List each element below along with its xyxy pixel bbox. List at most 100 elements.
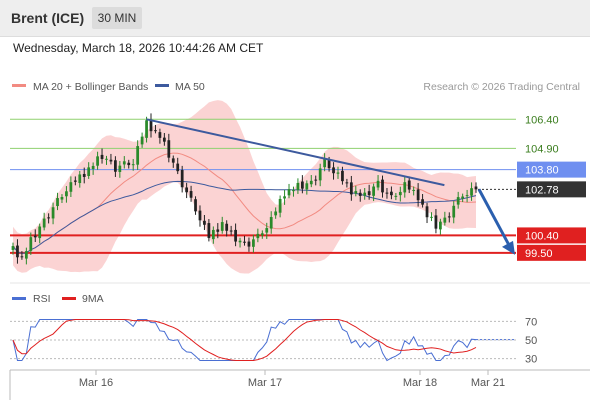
candle-body <box>176 163 180 172</box>
candle-body <box>243 241 246 243</box>
candle-body <box>465 195 469 197</box>
candle-body <box>145 120 148 138</box>
projection-arrow-shaft <box>477 188 513 250</box>
candle-body <box>381 179 384 193</box>
candle-body <box>216 229 220 232</box>
candle-body <box>38 226 42 239</box>
x-axis-tick-label: Mar 17 <box>248 377 282 389</box>
candle-body <box>372 186 375 196</box>
candle-body <box>65 191 68 197</box>
x-axis-tick-label: Mar 21 <box>471 377 505 389</box>
candle-body <box>287 189 291 196</box>
level-label-support: 100.40 <box>525 230 559 242</box>
candle-body <box>11 246 15 250</box>
x-axis-tick-label: Mar 16 <box>79 377 113 389</box>
candle-body <box>162 137 166 142</box>
candle-body <box>434 215 438 229</box>
candle-body <box>456 197 460 205</box>
candle-body <box>390 191 393 196</box>
candle-body <box>412 189 416 191</box>
candle-body <box>269 217 273 229</box>
candle-body <box>367 191 371 196</box>
candle-body <box>358 192 362 196</box>
candle-body <box>323 158 327 168</box>
candle-body <box>247 241 251 247</box>
bollinger-band <box>13 100 476 274</box>
candle-body <box>109 159 113 162</box>
candle-body <box>292 190 295 192</box>
candle-body <box>149 119 153 132</box>
candle-body <box>327 159 331 169</box>
candle-body <box>260 233 264 236</box>
candle-body <box>105 158 108 160</box>
candle-body <box>425 206 429 218</box>
candle-body <box>87 167 91 176</box>
candle-body <box>91 165 95 170</box>
candle-body <box>229 230 233 232</box>
candle-body <box>100 154 104 159</box>
candle-body <box>305 183 309 190</box>
level-label-pivot: 103.80 <box>525 165 559 177</box>
candle-body <box>447 216 451 218</box>
candle-body <box>114 160 117 172</box>
candle-body <box>47 217 50 219</box>
candle-body <box>207 223 211 238</box>
level-box-pivot <box>517 161 586 178</box>
ma20-legend-label: MA 20 + Bollinger Bands <box>33 81 148 93</box>
candle-body <box>336 172 340 174</box>
candle-body <box>256 233 260 239</box>
candle-body <box>136 146 140 165</box>
candle-body <box>211 229 215 240</box>
candle-body <box>345 182 349 184</box>
candle-body <box>252 239 255 247</box>
candle-body <box>416 189 420 201</box>
candle-body <box>474 186 478 190</box>
candle-body <box>51 207 55 219</box>
rsi-tick-label: 50 <box>525 335 537 347</box>
timeframe-button[interactable]: 30 MIN <box>92 7 142 29</box>
rsi-tick-label: 70 <box>525 316 537 328</box>
resistance-trendline <box>146 118 445 187</box>
candle-body <box>461 196 465 199</box>
candle-body <box>24 251 28 259</box>
candle-body <box>180 169 184 188</box>
last-price-label: 102.78 <box>525 184 559 196</box>
candle-body <box>96 156 99 166</box>
level-box-support <box>517 227 586 244</box>
candle-body <box>265 228 269 233</box>
candle-body <box>73 180 77 182</box>
candle-body <box>439 221 442 230</box>
ma20-legend-swatch <box>12 84 26 87</box>
candle-body <box>33 235 37 238</box>
candle-body <box>430 216 433 218</box>
candle-body <box>20 256 24 258</box>
candle-body <box>318 168 322 181</box>
candle-body <box>69 182 73 192</box>
rsi-ma9-line <box>12 318 477 362</box>
candle-body <box>225 223 229 231</box>
candle-body <box>376 180 380 188</box>
candle-body <box>238 240 242 243</box>
candle-body <box>56 198 59 207</box>
level-box-support <box>517 244 586 261</box>
candle-body <box>140 136 144 145</box>
candle-body <box>283 196 286 199</box>
candle-body <box>296 182 300 190</box>
candle-body <box>189 191 193 198</box>
candle-body <box>443 217 447 223</box>
ma9-legend-swatch <box>62 297 76 300</box>
candle-body <box>82 173 86 177</box>
candle-body <box>314 179 318 181</box>
candle-body <box>154 130 157 132</box>
x-axis-tick-label: Mar 18 <box>403 377 437 389</box>
candle-body <box>234 229 237 242</box>
level-label-support: 99.50 <box>525 248 553 260</box>
source-label: Research © 2026 Trading Central <box>423 81 580 93</box>
last-price-box <box>517 181 586 198</box>
candle-body <box>332 167 335 174</box>
instrument-title: Brent (ICE) <box>11 10 85 26</box>
rsi-legend-swatch <box>12 297 26 300</box>
candle-body <box>403 182 407 193</box>
candle-body <box>385 192 389 194</box>
